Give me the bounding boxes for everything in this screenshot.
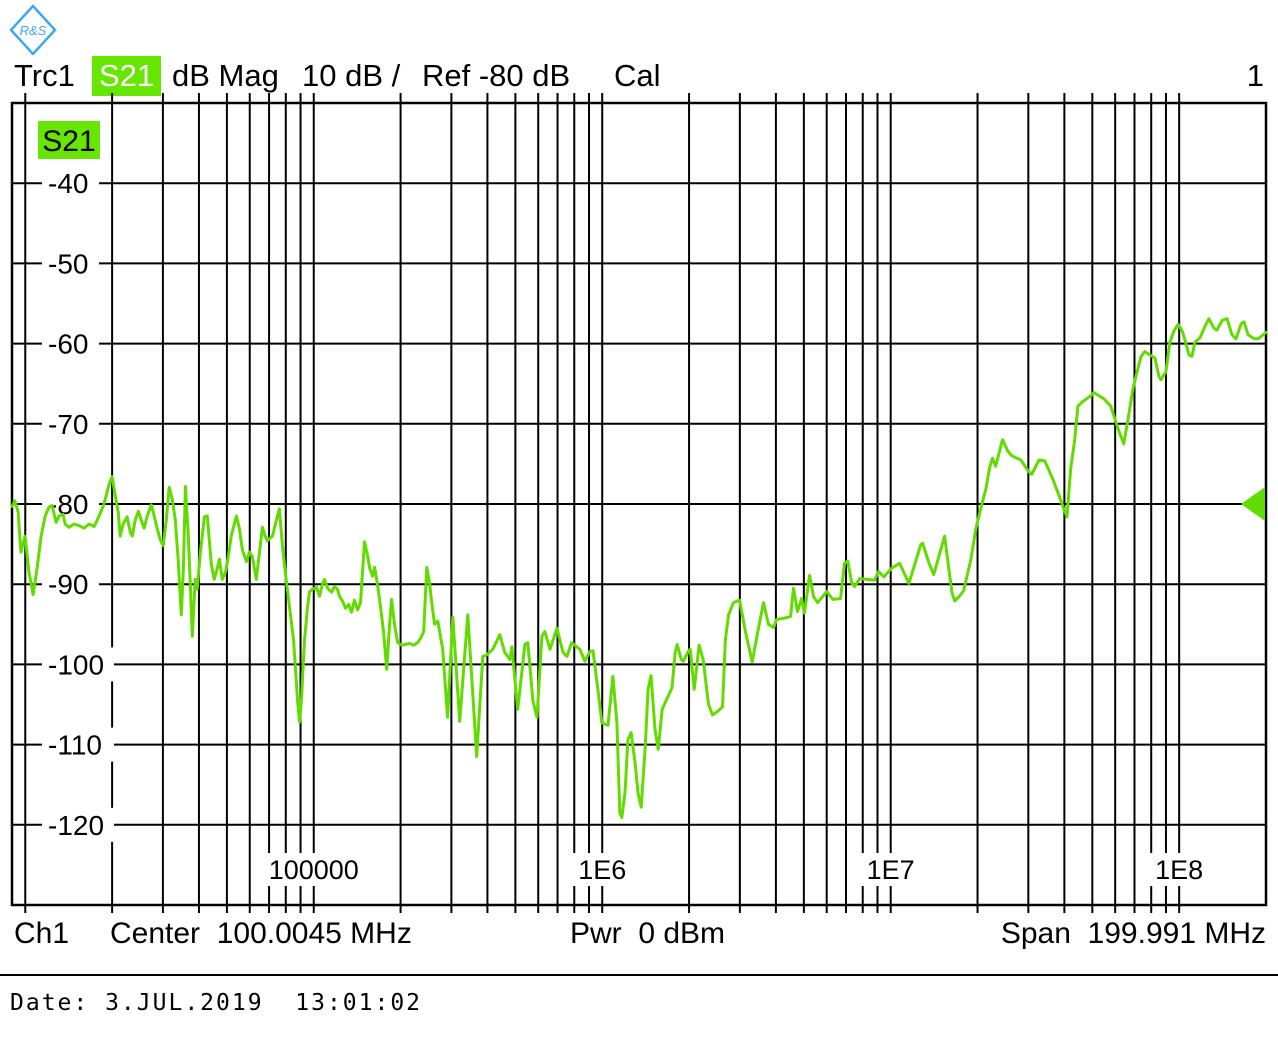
- trace-format-label[interactable]: dB Mag: [172, 58, 279, 93]
- x-axis-label: 1E6: [578, 855, 626, 885]
- y-label-mask: [42, 246, 99, 281]
- rs-logo-diamond: [9, 4, 57, 56]
- x-axis-label: 1E7: [867, 855, 915, 885]
- trace-name-label[interactable]: Trc1: [14, 58, 75, 93]
- y-label-mask: [42, 647, 114, 682]
- trace-s21: [10, 317, 1268, 820]
- ref-level-marker[interactable]: [1241, 487, 1265, 521]
- x-label-mask: [1149, 853, 1209, 886]
- trace-badge-label[interactable]: S21: [42, 125, 95, 158]
- y-axis-label: -70: [48, 409, 88, 440]
- y-axis-label: -120: [48, 810, 104, 841]
- y-label-mask: [42, 487, 99, 521]
- x-label-mask: [572, 853, 632, 886]
- y-axis-label: -90: [48, 569, 88, 600]
- y-label-mask: [42, 326, 99, 361]
- y-axis-label: -50: [48, 248, 88, 279]
- ref-level-label[interactable]: Ref -80 dB: [422, 58, 571, 93]
- power-readout[interactable]: Pwr 0 dBm: [570, 917, 726, 950]
- center-frequency-readout[interactable]: Center 100.0045 MHz: [110, 917, 412, 950]
- y-label-mask: [42, 807, 114, 842]
- x-axis-label: 100000: [269, 855, 359, 885]
- y-label-mask: [42, 406, 99, 441]
- x-axis-label: 1E8: [1155, 855, 1203, 885]
- measurement-label[interactable]: S21: [92, 56, 162, 96]
- rs-logo: R&S: [8, 3, 58, 56]
- x-label-mask: [261, 853, 366, 886]
- date-line: Date: 3.JUL.2019 13:01:02: [10, 990, 423, 1016]
- y-axis-label: -40: [48, 168, 88, 199]
- window-number: 1: [1246, 58, 1264, 93]
- channel-label[interactable]: Ch1: [14, 917, 70, 950]
- y-axis-label: -110: [48, 730, 102, 761]
- cal-label: Cal: [614, 58, 661, 93]
- span-readout[interactable]: Span 199.991 MHz: [1000, 917, 1266, 950]
- trace-badge-box[interactable]: [38, 121, 100, 159]
- footer-separator: [0, 974, 1278, 976]
- y-axis-label: -100: [48, 649, 104, 680]
- y-label-mask: [42, 166, 99, 201]
- y-axis-label: -60: [48, 329, 88, 360]
- rs-logo-monogram: R&S: [20, 23, 47, 38]
- y-label-mask: [42, 727, 114, 762]
- y-label-mask: [42, 567, 99, 602]
- x-label-mask: [861, 853, 921, 886]
- scale-per-div-label[interactable]: 10 dB /: [302, 58, 401, 93]
